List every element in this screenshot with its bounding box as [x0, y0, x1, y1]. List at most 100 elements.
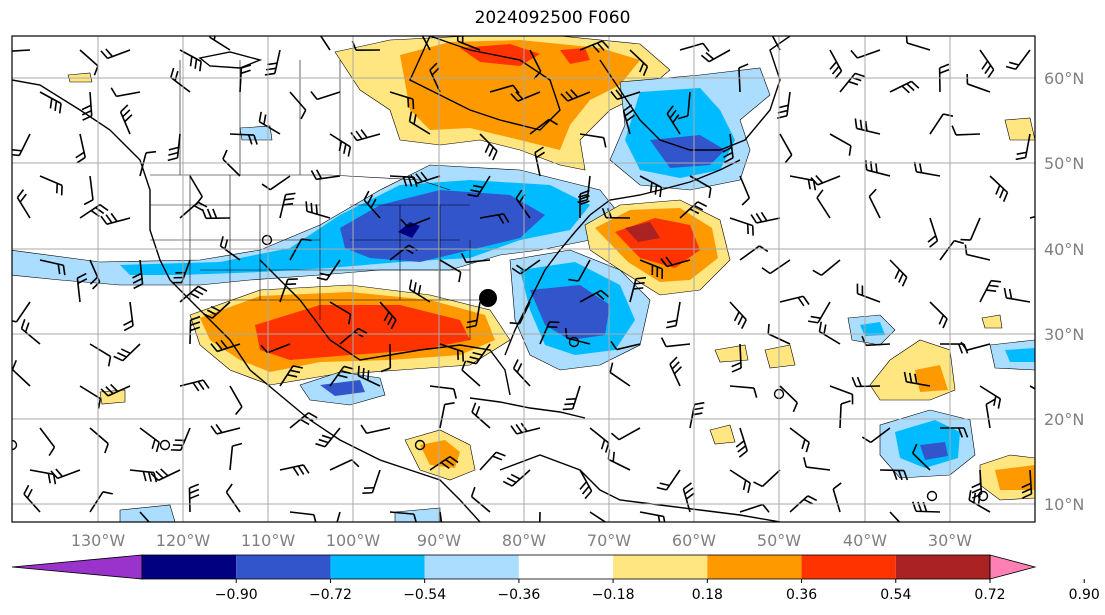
wind-barb: [639, 259, 664, 279]
wind-barb: [666, 301, 681, 329]
wind-barb: [913, 161, 941, 177]
wind-barb: [316, 259, 341, 281]
colorbar-segment: [236, 555, 331, 579]
wind-barb: [400, 217, 431, 228]
wind-barb: [939, 239, 965, 261]
wind-barb: [750, 211, 781, 224]
wind-barb: [729, 385, 758, 398]
wind-barb: [225, 483, 241, 513]
wind-barb: [803, 457, 831, 471]
wind-barb: [229, 133, 258, 145]
wind-barb: [560, 89, 591, 102]
wind-barb: [729, 217, 754, 236]
wind-barb: [179, 49, 202, 72]
wind-barb: [929, 113, 954, 135]
wind-barb: [389, 511, 417, 522]
wind-barb: [579, 40, 610, 53]
wind-barb: [1015, 133, 1031, 161]
wind-barb: [16, 189, 31, 219]
latitude-label: 50°N: [1044, 154, 1084, 173]
wind-barb: [479, 213, 510, 224]
colorbar-segment: [424, 555, 519, 579]
latitude-label: 10°N: [1044, 495, 1084, 514]
wind-barb: [222, 149, 241, 177]
wind-barb: [960, 341, 991, 351]
longitude-label: 30°W: [928, 531, 972, 550]
wind-barb: [329, 365, 354, 387]
wind-barb: [219, 236, 241, 261]
colorbar-tick-label: −0.72: [309, 587, 352, 603]
map-title: 2024092500 F060: [474, 8, 631, 28]
wind-barb: [989, 175, 1009, 203]
wind-barb: [779, 385, 799, 413]
colorbar-tick-label: −0.90: [215, 587, 258, 603]
longitude-label: 90°W: [417, 531, 461, 550]
wind-barb: [979, 385, 1002, 409]
wind-barb: [534, 146, 545, 177]
wind-barb: [669, 356, 682, 387]
wind-barb: [629, 49, 649, 77]
wind-barb: [12, 301, 31, 323]
wind-barb: [771, 36, 781, 51]
wind-barb: [889, 80, 920, 94]
wind-barb: [807, 301, 831, 324]
wind-barb: [461, 360, 481, 387]
longitude-label: 110°W: [241, 531, 296, 550]
wind-barb: [81, 91, 93, 121]
wind-barb: [279, 365, 304, 387]
wind-barbs: [12, 36, 1035, 522]
wind-barb: [601, 207, 631, 219]
wind-barb: [639, 511, 666, 522]
wind-barb: [229, 442, 243, 471]
wind-barb: [363, 190, 381, 219]
wind-barb: [816, 189, 831, 219]
wind-barb: [729, 301, 747, 329]
wind-barb: [938, 63, 950, 93]
wind-barb: [610, 340, 641, 351]
wind-barb: [139, 427, 161, 453]
wind-barb: [810, 175, 841, 186]
longitude-label: 80°W: [502, 531, 546, 550]
wind-barb: [856, 283, 881, 303]
wind-barb: [202, 301, 231, 319]
wind-barb: [362, 469, 381, 494]
latitude-label: 20°N: [1044, 410, 1084, 429]
wind-barb: [1003, 287, 1031, 303]
wind-barb: [979, 49, 995, 79]
wind-barb: [850, 49, 881, 59]
wind-barb: [1005, 49, 1031, 71]
wind-barb: [279, 192, 296, 219]
wind-barb: [132, 259, 144, 290]
colorbar-upper-extend: [989, 554, 1037, 580]
wind-barb: [1021, 469, 1033, 499]
wind-barb: [879, 469, 909, 481]
wind-barb: [408, 111, 431, 135]
wind-barb: [336, 511, 341, 522]
wind-barb: [779, 295, 810, 307]
longitude-labels: 130°W 120°W 110°W 100°W 90°W 80°W 70°W 60°W 50°W…: [71, 531, 972, 550]
wind-barb: [429, 385, 457, 399]
wind-barb: [460, 252, 491, 264]
latitude-label: 40°N: [1044, 240, 1084, 259]
wind-barb: [279, 278, 298, 303]
wind-barb: [189, 315, 201, 345]
wind-barb: [951, 125, 981, 136]
wind-barb: [20, 318, 41, 345]
wind-barb: [538, 511, 541, 522]
wind-barb: [829, 49, 843, 80]
wind-barb: [89, 343, 112, 367]
wind-barb: [985, 398, 996, 429]
colorbar-tick-label: 0.72: [974, 587, 1005, 603]
wind-barb: [39, 427, 56, 457]
wind-barb: [139, 511, 151, 522]
wind-barb: [89, 427, 109, 454]
wind-barb: [12, 49, 31, 52]
colorbar-tick-label: 0.18: [692, 587, 723, 603]
wind-barb: [421, 36, 431, 51]
wind-barb: [789, 175, 817, 191]
wind-barb: [529, 118, 558, 135]
wind-barb: [731, 343, 742, 373]
colorbar-segment: [518, 555, 614, 579]
southeast-cold-anomaly: [509, 249, 651, 371]
